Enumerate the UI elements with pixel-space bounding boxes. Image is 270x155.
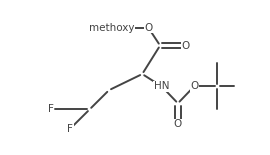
Text: HN: HN — [154, 81, 169, 91]
Text: methoxy: methoxy — [89, 23, 134, 33]
Text: O: O — [181, 41, 190, 51]
Text: F: F — [48, 104, 54, 114]
Text: F: F — [67, 124, 73, 134]
Text: O: O — [144, 23, 153, 33]
Text: O: O — [190, 81, 198, 91]
Text: O: O — [174, 119, 182, 129]
